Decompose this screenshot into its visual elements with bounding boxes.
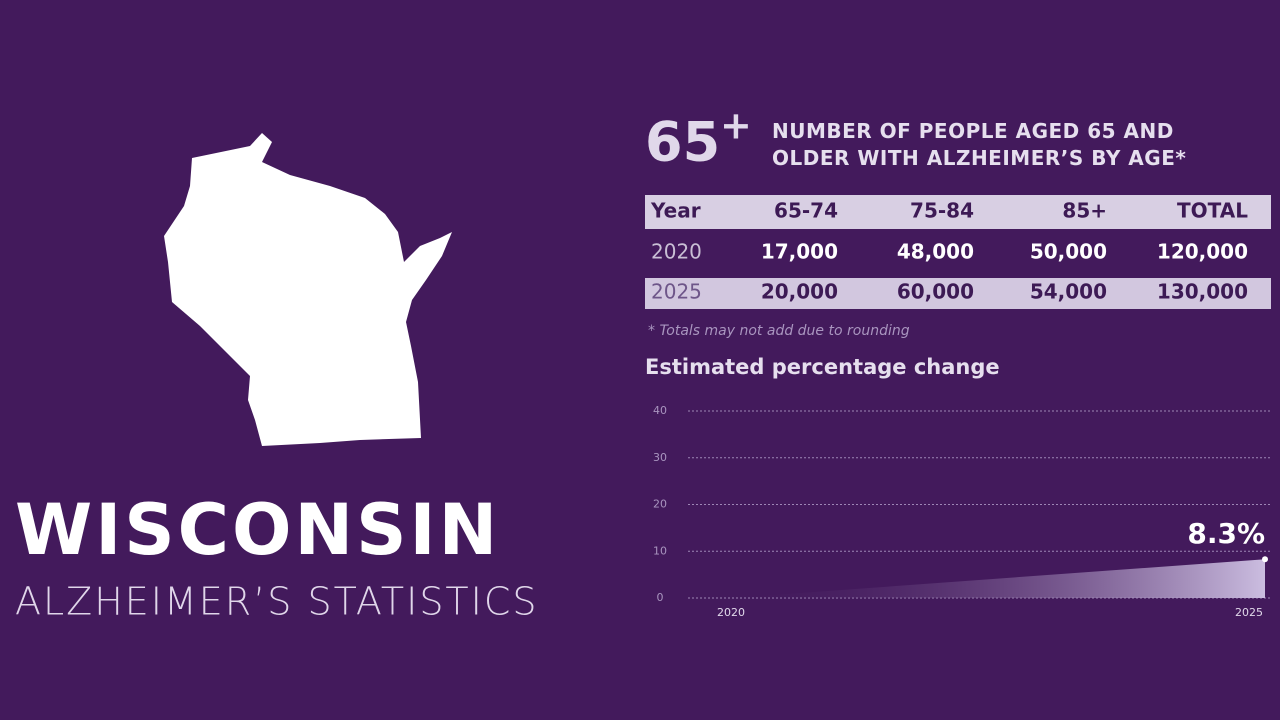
table-header-bar [645,195,1271,229]
table-header-cell: 85+ [1062,199,1107,223]
chart-title: Estimated percentage change [645,355,1000,379]
value-label: 8.3% [1187,517,1265,550]
table-cell: 17,000 [761,240,838,264]
table-cell: 20,000 [761,280,838,304]
table-header-cell: 75-84 [910,199,974,223]
table-header-cell: Year [650,199,701,223]
heading: NUMBER OF PEOPLE AGED 65 AND OLDER WITH … [772,119,1187,170]
y-tick-label: 30 [653,451,667,464]
table-note: * Totals may not add due to rounding [648,323,910,339]
table-cell: 2025 [651,280,702,304]
x-tick-label: 2025 [1235,606,1263,619]
table-header-cell: 65-74 [774,199,838,223]
area [731,559,1265,598]
title: WISCONSIN [15,489,500,571]
table-cell: 60,000 [897,280,974,304]
y-tick-label: 20 [653,498,667,511]
state-map [164,133,452,446]
x-tick-label: 2020 [717,606,745,619]
data-point [1262,556,1268,563]
table-cell: 48,000 [897,240,974,264]
table-cell: 130,000 [1157,280,1248,304]
subtitle: ALZHEIMER’S STATISTICS [15,580,539,624]
table-cell: 120,000 [1157,240,1248,264]
y-tick-label: 40 [653,404,667,417]
y-tick-label: 10 [653,544,667,557]
badge-number: 65 [645,111,720,174]
table-cell: 50,000 [1030,240,1107,264]
table-cell: 2020 [651,240,702,264]
badge-sup: + [720,104,752,148]
table-row-bar [645,278,1271,309]
table-cell: 54,000 [1030,280,1107,304]
y-tick-label: 0 [657,591,664,604]
table-header-cell: TOTAL [1177,199,1248,223]
